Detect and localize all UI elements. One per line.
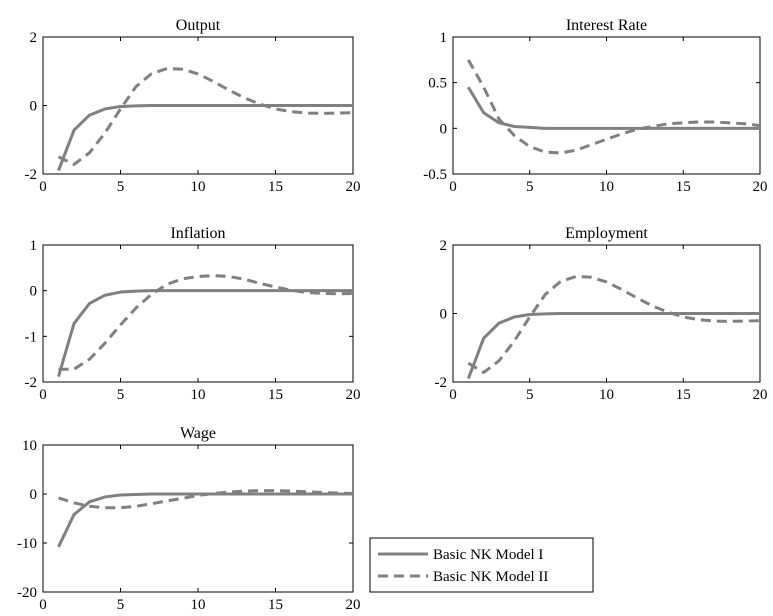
y-tick-label: 2	[440, 238, 448, 254]
x-tick-label: 5	[117, 597, 125, 613]
y-tick-label: -2	[25, 375, 38, 391]
series-line-model-ii	[58, 489, 353, 510]
series-line-model-i	[466, 312, 760, 380]
series-line-model-ii	[467, 59, 760, 155]
x-tick-label: 0	[449, 179, 457, 195]
y-tick-label: 10	[22, 438, 37, 454]
y-tick-label: 0	[30, 284, 38, 300]
panel-wage: Wage 0 5 10 15 20 -20 -10 0 10	[17, 425, 361, 613]
x-tick-label: 15	[268, 179, 283, 195]
x-tick-label: 10	[599, 387, 614, 403]
x-tick-label: 5	[526, 179, 534, 195]
panel-title: Interest Rate	[566, 17, 647, 34]
x-tick-label: 10	[191, 597, 206, 613]
legend: Basic NK Model I Basic NK Model II	[369, 537, 594, 593]
y-tick-label: 1	[30, 238, 38, 254]
series-line-model-i	[467, 86, 760, 130]
panel-inflation: Inflation 0 5 10 15 20 -2 -1 0 1	[25, 225, 361, 403]
panel-title: Employment	[565, 225, 648, 242]
x-tick-label: 20	[346, 179, 361, 195]
x-tick-label: 10	[599, 179, 614, 195]
panel-title: Output	[176, 17, 221, 34]
x-tick-label: 20	[753, 387, 768, 403]
legend-box	[369, 537, 594, 593]
y-tick-label: -2	[25, 167, 38, 183]
x-tick-label: 5	[117, 179, 125, 195]
x-tick-label: 0	[39, 179, 47, 195]
y-tick-label: 0	[440, 307, 448, 323]
x-tick-label: 20	[346, 597, 361, 613]
x-tick-label: 15	[268, 597, 283, 613]
axes-box	[42, 444, 354, 593]
legend-entry-label: Basic NK Model II	[433, 569, 548, 585]
y-tick-label: -1	[25, 329, 38, 345]
y-tick-label: 0	[30, 487, 38, 503]
y-tick-label: 1	[440, 30, 448, 46]
x-tick-label: 15	[676, 179, 691, 195]
y-tick-label: -10	[17, 536, 37, 552]
x-tick-label: 20	[346, 387, 361, 403]
series-line-model-ii	[57, 67, 353, 166]
panel-title: Wage	[180, 425, 216, 442]
y-tick-label: -2	[435, 375, 448, 391]
y-tick-label: 0	[30, 99, 38, 115]
y-tick-label: 0	[440, 121, 448, 137]
x-tick-label: 0	[449, 387, 457, 403]
x-tick-label: 10	[191, 387, 206, 403]
series-line-model-ii	[467, 275, 760, 374]
legend-entry-label: Basic NK Model I	[433, 547, 543, 563]
series-line-model-ii	[58, 274, 353, 371]
y-tick-label: 0.5	[428, 76, 447, 92]
x-tick-label: 0	[39, 597, 47, 613]
x-tick-label: 10	[191, 179, 206, 195]
y-tick-label: -20	[17, 585, 37, 601]
axes-box	[42, 244, 354, 383]
x-tick-label: 0	[39, 387, 47, 403]
x-tick-label: 20	[753, 179, 768, 195]
y-tick-label: 2	[30, 30, 38, 46]
axes-box	[452, 36, 761, 175]
x-tick-label: 15	[676, 387, 691, 403]
x-tick-label: 5	[526, 387, 534, 403]
x-tick-label: 15	[268, 387, 283, 403]
x-tick-label: 5	[117, 387, 125, 403]
panel-title: Inflation	[170, 225, 225, 242]
series-line-model-i	[57, 104, 353, 172]
y-tick-label: -0.5	[423, 167, 447, 183]
